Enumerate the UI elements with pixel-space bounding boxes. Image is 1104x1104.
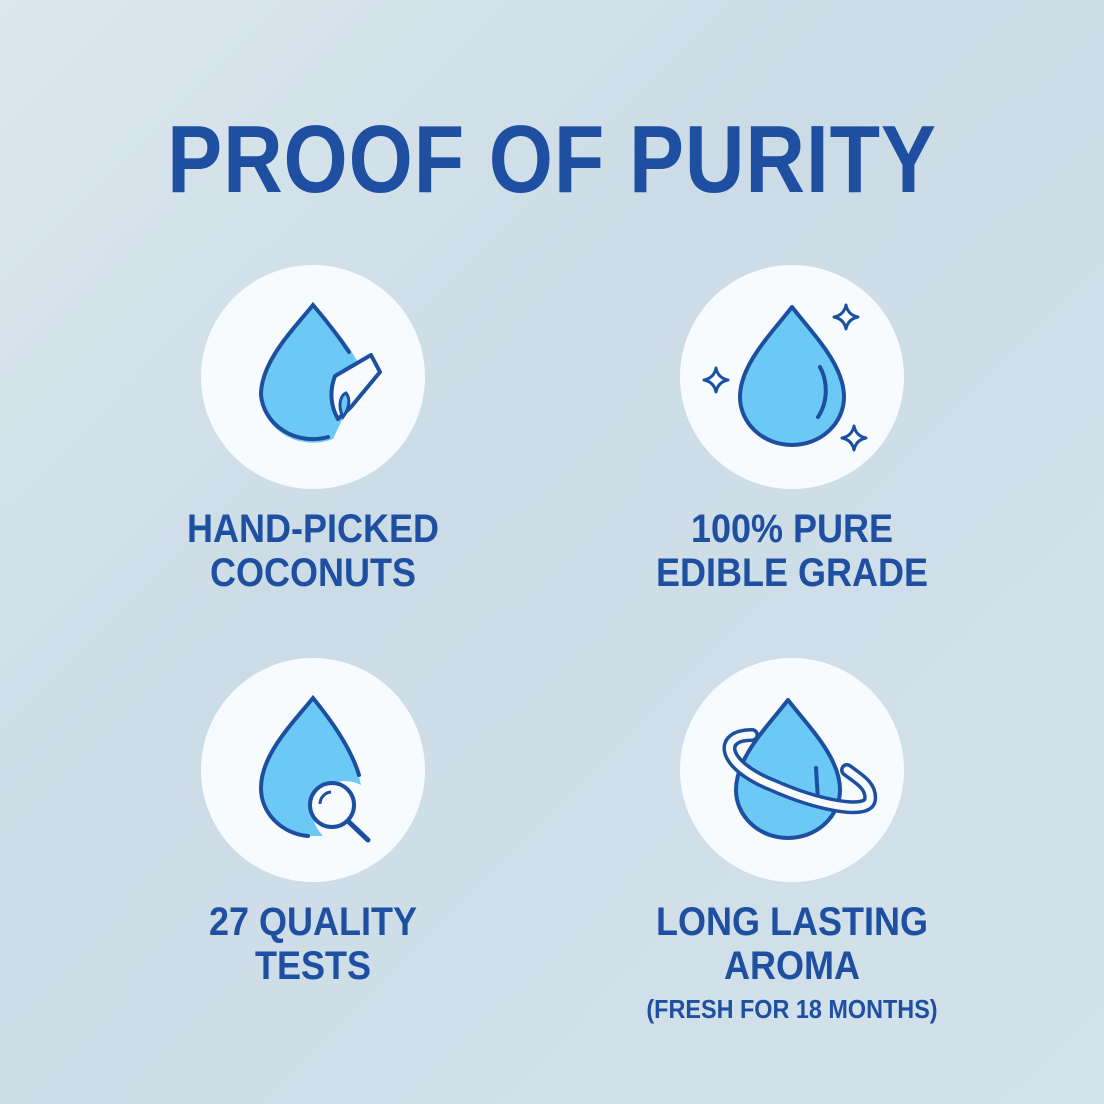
feature-hand-picked: HAND-PICKED COCONUTS	[83, 265, 543, 595]
feature-pure: 100% PURE EDIBLE GRADE	[562, 265, 1022, 595]
feature-note: (FRESH FOR 18 MONTHS)	[646, 994, 938, 1024]
icon-circle	[201, 265, 425, 489]
icon-circle	[201, 658, 425, 882]
feature-label: 100% PURE EDIBLE GRADE	[655, 507, 929, 595]
icon-circle	[680, 265, 904, 489]
icon-circle	[680, 658, 904, 882]
page-title: PROOF OF PURITY	[167, 106, 937, 213]
feature-label: LONG LASTING AROMA	[656, 900, 928, 988]
feature-label: HAND-PICKED COCONUTS	[187, 507, 439, 595]
feature-label: 27 QUALITY TESTS	[208, 900, 418, 988]
drop-hand-icon	[258, 301, 382, 443]
drop-magnifier-icon	[258, 694, 371, 843]
feature-quality-tests: 27 QUALITY TESTS	[83, 658, 543, 988]
drop-orbit-icon	[722, 698, 878, 840]
feature-aroma: LONG LASTING AROMA (FRESH FOR 18 MONTHS)	[562, 658, 1022, 1025]
drop-sparkle-icon	[702, 303, 868, 452]
